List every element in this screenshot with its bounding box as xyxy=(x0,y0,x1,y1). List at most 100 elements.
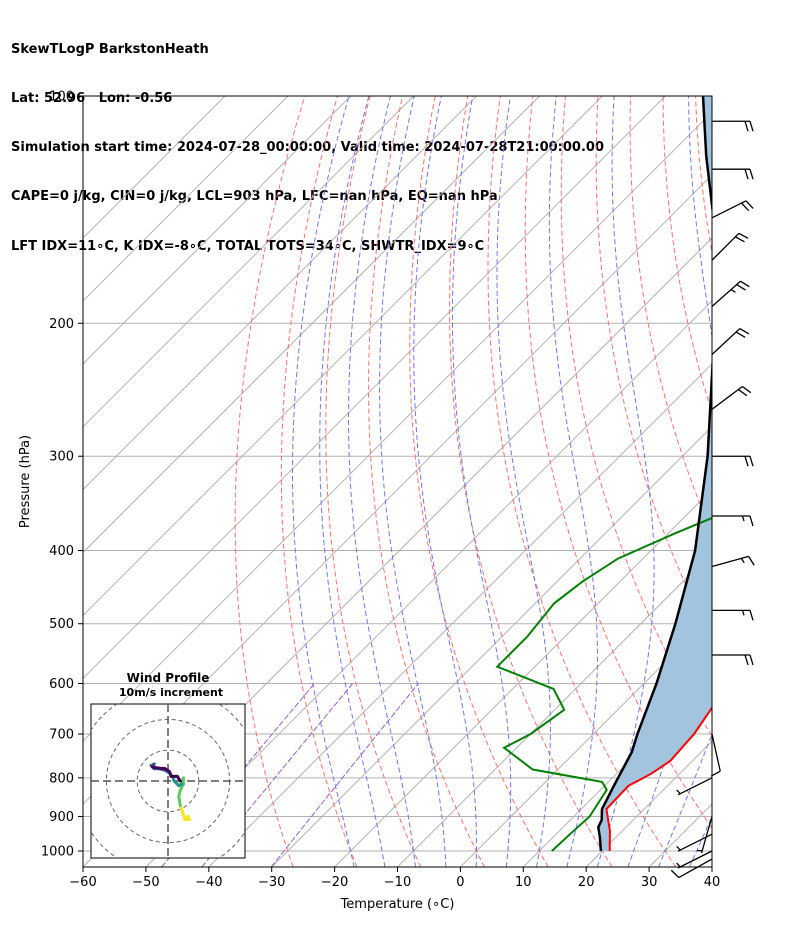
dewpoint-line xyxy=(495,516,712,852)
barb-flag xyxy=(741,202,750,212)
dry-adiabat xyxy=(234,96,306,867)
isotherm xyxy=(83,96,477,491)
moist-adiabat xyxy=(413,96,477,867)
barb-flag xyxy=(744,168,749,180)
dry-adiabat xyxy=(761,96,794,867)
wind-barb xyxy=(711,328,750,356)
x-tick-label: −30 xyxy=(258,875,285,890)
time-line: Simulation start time: 2024-07-28_00:00:… xyxy=(11,140,604,156)
x-tick-label: −50 xyxy=(132,875,159,890)
hodograph-title: Wind Profile xyxy=(127,671,210,685)
isotherm xyxy=(460,614,712,867)
moist-adiabat xyxy=(496,96,551,867)
isotherm xyxy=(83,96,289,302)
wind-barb xyxy=(676,777,713,796)
isotherm xyxy=(83,96,352,365)
dry-adiabat xyxy=(524,96,712,830)
cape-shading xyxy=(598,96,712,851)
temperature-line xyxy=(605,705,712,852)
barb-half-flag xyxy=(741,515,745,522)
plot-area xyxy=(83,96,794,867)
barb-flag xyxy=(742,385,752,394)
barb-staff xyxy=(677,850,713,869)
dry-adiabat xyxy=(662,96,712,414)
barb-staff xyxy=(711,328,741,356)
x-tick-label: −40 xyxy=(195,875,222,890)
moist-adiabat xyxy=(451,96,512,867)
chart-header: SkewTLogP BarkstonHeath Lat: 52.96 Lon: … xyxy=(11,9,604,272)
wind-barb xyxy=(711,555,755,568)
dry-adiabat xyxy=(487,96,677,867)
barb-half-flag xyxy=(676,845,681,851)
moist-adiabat xyxy=(627,96,712,867)
wind-barb xyxy=(712,455,754,467)
moist-adiabat xyxy=(720,96,794,867)
x-tick-label: 40 xyxy=(704,875,721,890)
barb-half-flag xyxy=(676,789,681,795)
wind-barb xyxy=(711,280,750,307)
y-tick-label: 300 xyxy=(49,450,74,465)
barb-flag xyxy=(748,556,755,566)
wind-barb xyxy=(711,385,752,410)
isotherm xyxy=(585,740,712,867)
mixing-ratio-line xyxy=(161,683,315,867)
wind-barb xyxy=(712,120,754,132)
moist-adiabat xyxy=(548,96,598,867)
wind-barb xyxy=(712,654,754,666)
barb-flag xyxy=(736,283,746,291)
barb-staff xyxy=(711,280,741,307)
dry-adiabat xyxy=(728,96,794,867)
axes: −60 −50 −40 −30 −20 −10 0 10 20 30 40 1000 900 800 700… xyxy=(18,90,720,913)
barb-staff xyxy=(711,200,747,219)
barb-staff xyxy=(700,816,713,854)
y-tick-label: 500 xyxy=(49,617,74,632)
y-tick-label: 800 xyxy=(49,771,74,786)
y-tick-label: 400 xyxy=(49,544,74,559)
hodograph-plot xyxy=(91,704,245,858)
mixing-ratio-line xyxy=(201,683,353,867)
barb-staff xyxy=(711,555,749,568)
moist-adiabat xyxy=(292,96,355,867)
y-tick-label: 600 xyxy=(49,677,74,692)
barb-flag xyxy=(744,121,749,132)
isotherm xyxy=(775,96,794,867)
barb-flag xyxy=(745,200,754,209)
y-tick-label: 700 xyxy=(49,728,74,743)
moist-adiabat xyxy=(348,96,416,867)
dry-adiabat xyxy=(368,96,485,867)
wind-barb xyxy=(711,200,754,219)
wind-barb xyxy=(670,858,713,879)
dry-adiabat xyxy=(595,96,712,641)
hodograph-segment xyxy=(175,774,182,783)
index-line: LFT IDX=11∘C, K IDX=-8∘C, TOTAL TOTS=34∘… xyxy=(11,238,485,254)
moist-adiabat xyxy=(596,96,655,867)
barb-flag xyxy=(710,770,721,777)
x-tick-label: −60 xyxy=(69,875,96,890)
parcel-profile-line xyxy=(597,96,712,852)
barb-half-flag xyxy=(740,558,745,564)
y-tick-label: 100 xyxy=(49,90,74,105)
isotherm xyxy=(83,96,415,428)
barb-staff xyxy=(711,733,721,772)
y-tick-label: 900 xyxy=(49,810,74,825)
barb-flag xyxy=(739,328,750,335)
hodograph-segment xyxy=(177,794,182,808)
cape-line: CAPE=0 j/kg, CIN=0 j/kg, LCL=903 hPa, LF… xyxy=(11,189,498,205)
wind-barbs xyxy=(670,120,755,879)
barb-flag xyxy=(749,654,754,666)
dry-adiabat xyxy=(325,96,422,867)
barb-half-flag xyxy=(676,862,681,868)
x-tick-label: 30 xyxy=(641,875,658,890)
barb-flag xyxy=(749,456,754,467)
barb-flag xyxy=(740,280,750,288)
y-tick-label: 1000 xyxy=(41,845,74,860)
isotherm xyxy=(271,425,712,867)
isotherm xyxy=(83,111,712,742)
barb-flag xyxy=(749,121,754,132)
wind-barb xyxy=(712,609,754,621)
x-axis-label: Temperature (∘C) xyxy=(340,897,455,912)
hodograph-ring xyxy=(136,749,200,813)
isotherm xyxy=(83,96,540,554)
